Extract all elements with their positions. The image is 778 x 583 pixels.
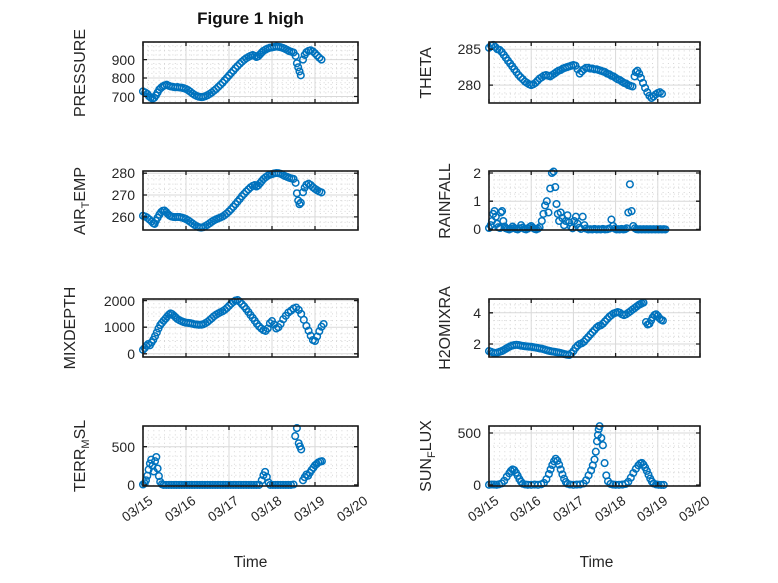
scatter-markers-MIXDEPTH xyxy=(138,296,328,354)
minor-grid xyxy=(489,426,700,486)
minor-grid xyxy=(143,426,358,486)
scatter-markers-THETA xyxy=(484,40,667,103)
scatter-markers-PRESSURE xyxy=(138,42,326,103)
tick-marks xyxy=(488,426,701,486)
scatter-markers-RAINFALL xyxy=(484,167,670,234)
major-grid xyxy=(489,426,700,486)
axes-box xyxy=(142,41,359,104)
axes-box xyxy=(142,298,359,358)
tick-marks xyxy=(142,299,359,357)
tick-marks xyxy=(142,171,359,230)
major-grid xyxy=(489,42,700,103)
subplot-PRESSURE xyxy=(138,41,359,104)
major-grid xyxy=(489,171,700,230)
x-axis-label-right: Time xyxy=(579,554,614,571)
minor-grid xyxy=(489,171,700,230)
x-axis-label-left: Time xyxy=(233,554,268,571)
subplot-MIXDEPTH xyxy=(138,296,359,358)
minor-grid xyxy=(489,299,700,357)
subplot-TERR_MSL xyxy=(138,424,359,489)
subplot-AIR_TEMP xyxy=(138,168,359,232)
subplot-SUN_FLUX xyxy=(484,422,701,489)
figure-title: Figure 1 high xyxy=(197,9,304,28)
axes-box xyxy=(488,41,701,104)
tick-marks xyxy=(488,299,701,357)
tick-marks xyxy=(488,171,701,231)
tick-marks xyxy=(142,426,359,486)
subplot-H2OMIXRA xyxy=(484,298,701,360)
minor-grid xyxy=(143,171,358,230)
major-grid xyxy=(489,299,700,357)
axes-box xyxy=(142,170,359,231)
major-grid xyxy=(143,299,358,357)
subplot-RAINFALL xyxy=(484,167,701,234)
tick-marks xyxy=(142,42,359,103)
scatter-markers-H2OMIXRA xyxy=(484,298,667,360)
scatter-markers-TERR_MSL xyxy=(138,424,326,489)
tick-marks xyxy=(488,42,701,103)
axes-box xyxy=(488,425,701,487)
major-grid xyxy=(143,171,358,230)
scatter-markers-AIR_TEMP xyxy=(138,168,326,232)
minor-grid xyxy=(143,42,358,103)
axes-box xyxy=(142,425,359,487)
subplot-THETA xyxy=(484,40,701,104)
major-grid xyxy=(143,426,358,486)
axes-box xyxy=(488,170,701,231)
minor-grid xyxy=(143,299,358,357)
axes-box xyxy=(488,298,701,358)
